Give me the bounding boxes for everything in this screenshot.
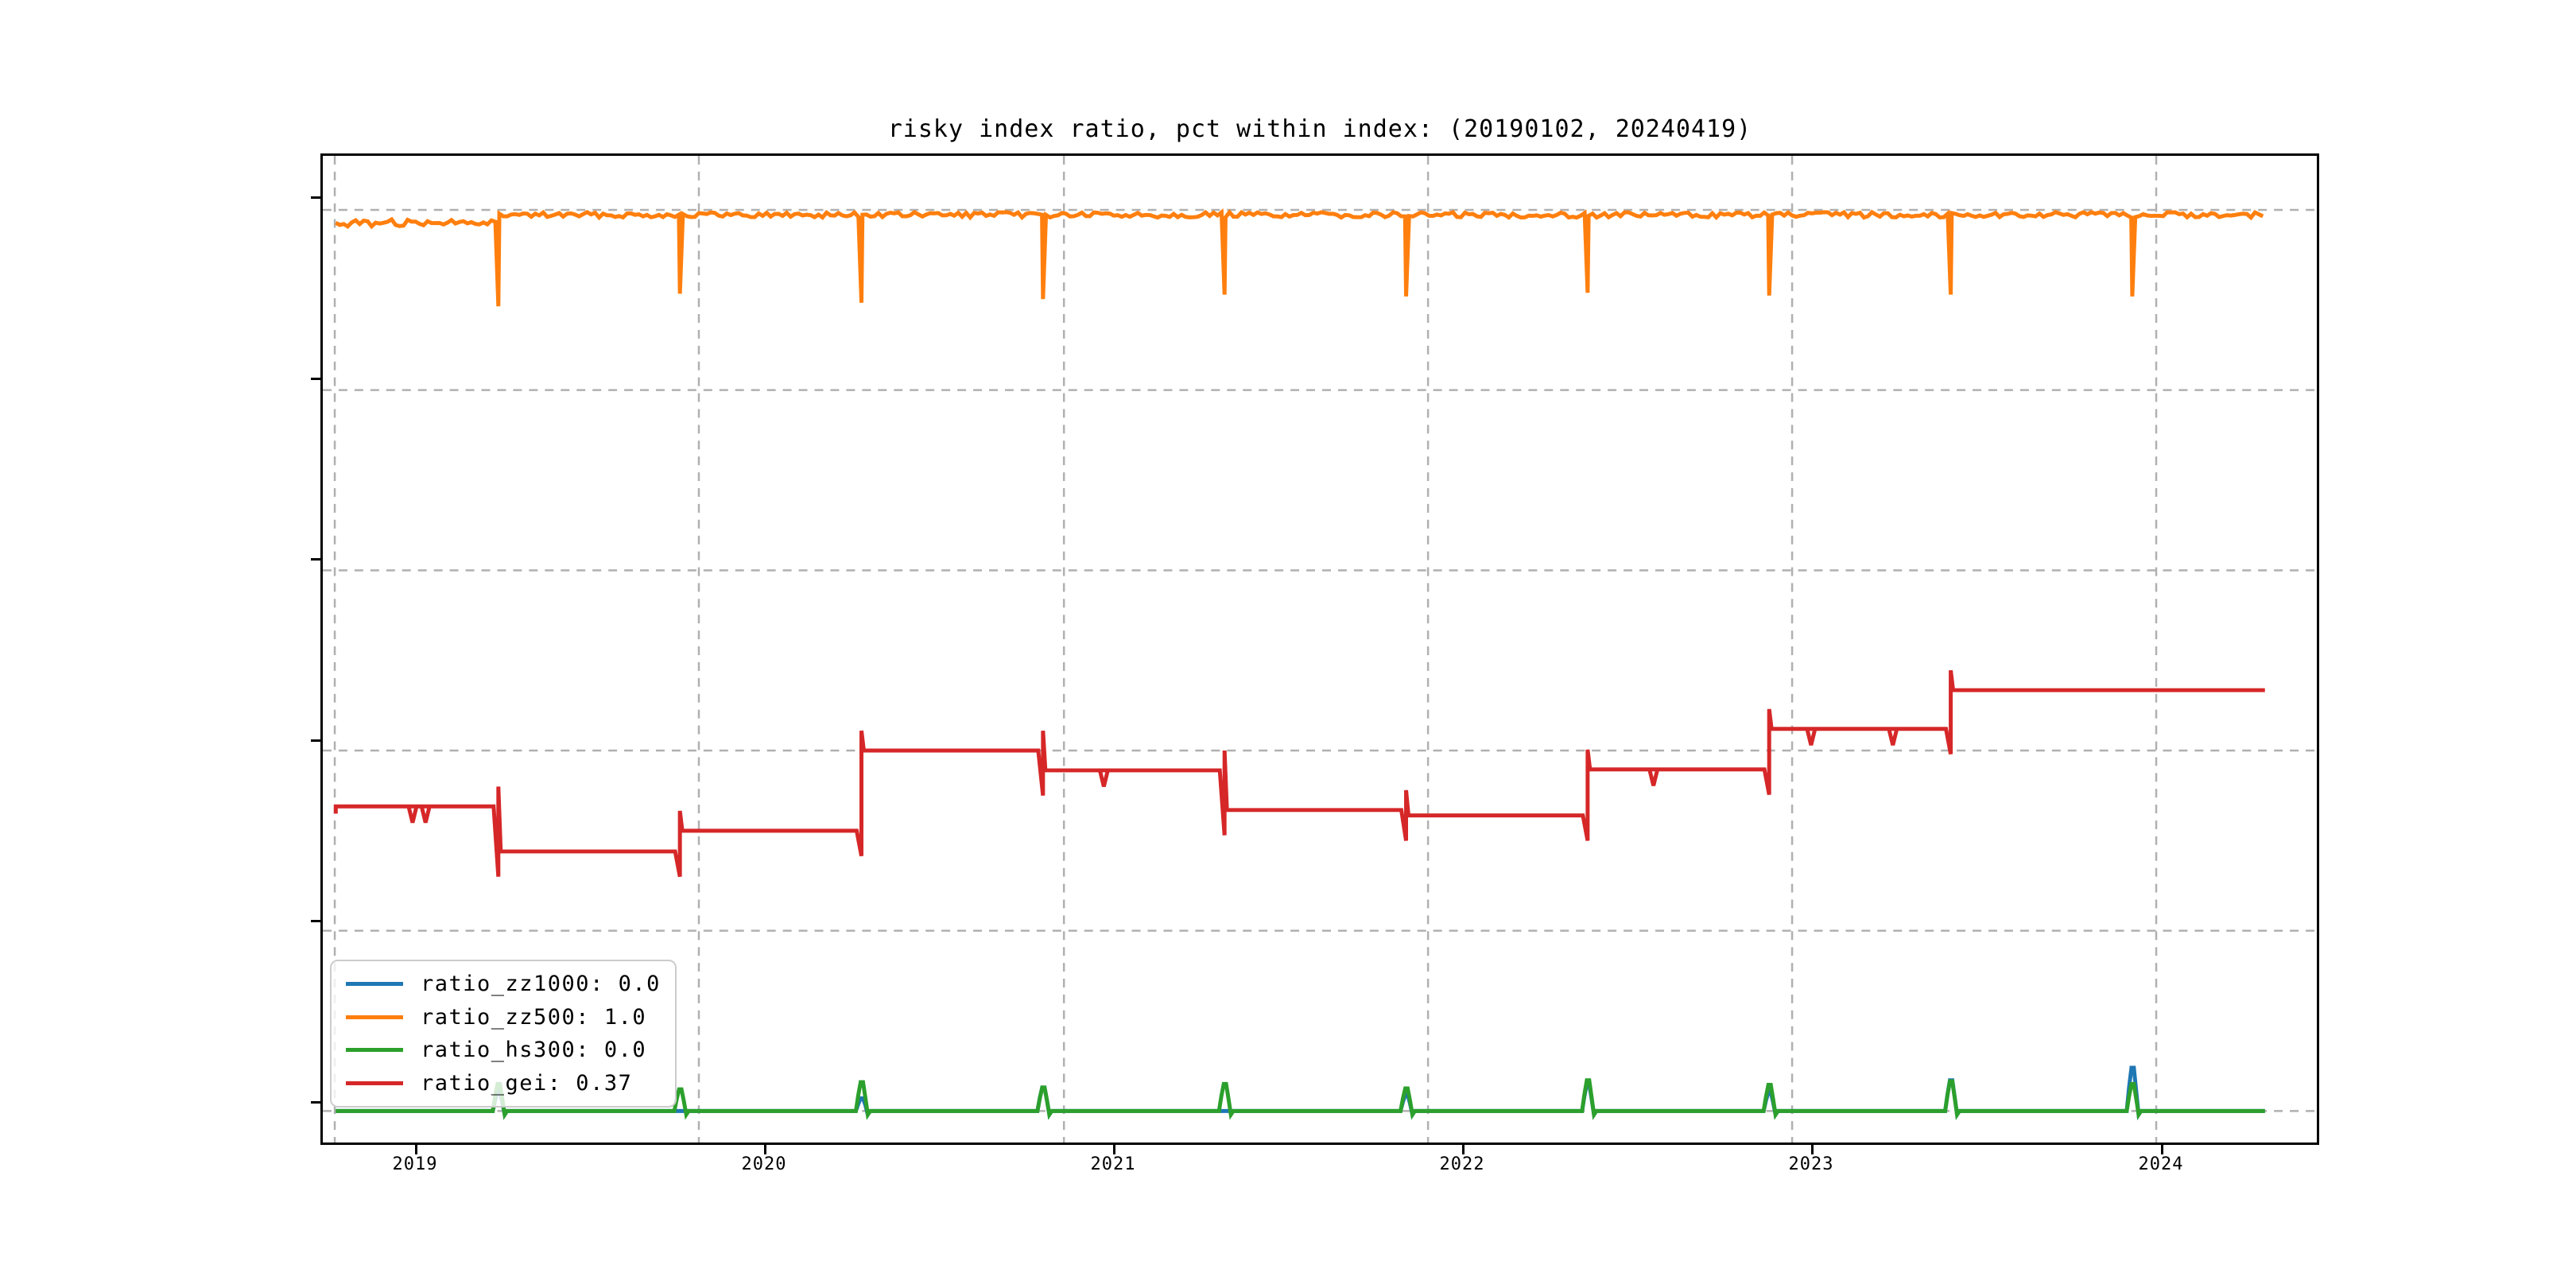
legend-label-ratio-gei: ratio_gei: 0.37 xyxy=(421,1070,633,1096)
legend-swatch-ratio-gei xyxy=(346,1080,403,1085)
x-tick-label-1: 2019 xyxy=(392,1154,438,1174)
y-tick-mark xyxy=(311,1101,320,1104)
x-tick-label-5: 2023 xyxy=(1788,1154,1834,1174)
y-tick-mark xyxy=(311,378,320,380)
x-tick-mark xyxy=(2161,1145,2163,1154)
legend-label-ratio-zz1000: ratio_zz1000: 0.0 xyxy=(421,972,661,997)
x-tick-mark xyxy=(1462,1145,1465,1154)
legend-label-ratio-zz500: ratio_zz500: 1.0 xyxy=(421,1004,647,1030)
x-tick-mark xyxy=(764,1145,766,1154)
x-tick-label-4: 2022 xyxy=(1439,1154,1485,1174)
legend-swatch-ratio-hs300 xyxy=(346,1048,403,1053)
notches-ratio_gei xyxy=(406,728,1899,824)
legend-label-ratio-hs300: ratio_hs300: 0.0 xyxy=(421,1038,647,1063)
legend-item-ratio-hs300[interactable]: ratio_hs300: 0.0 xyxy=(332,1034,675,1067)
y-tick-mark xyxy=(311,196,320,199)
legend-box: ratio_zz1000: 0.0 ratio_zz500: 1.0 ratio… xyxy=(330,960,677,1108)
chart-title: risky index ratio, pct within index: (20… xyxy=(887,115,1752,143)
x-tick-label-2: 2020 xyxy=(741,1154,787,1174)
line-ratio_gei xyxy=(333,669,2265,878)
legend-item-ratio-gei[interactable]: ratio_gei: 0.37 xyxy=(332,1067,675,1100)
x-tick-label-6: 2024 xyxy=(2138,1154,2184,1174)
x-tick-mark xyxy=(415,1145,417,1154)
legend-swatch-ratio-zz500 xyxy=(346,1014,403,1019)
x-tick-mark xyxy=(1113,1145,1115,1154)
series-lines xyxy=(333,208,2265,1121)
x-tick-label-3: 2021 xyxy=(1090,1154,1136,1174)
gridlines xyxy=(323,156,2317,1143)
x-tick-mark xyxy=(1811,1145,1814,1154)
y-tick-mark xyxy=(311,920,320,922)
y-tick-mark xyxy=(311,739,320,742)
y-tick-mark xyxy=(311,558,320,561)
line-ratio_zz500 xyxy=(335,208,2264,307)
line-ratio_hs300 xyxy=(336,1078,2265,1120)
legend-item-ratio-zz1000[interactable]: ratio_zz1000: 0.0 xyxy=(332,968,675,1001)
legend-item-ratio-zz500[interactable]: ratio_zz500: 1.0 xyxy=(332,1001,675,1034)
plot-svg xyxy=(323,156,2317,1143)
legend-swatch-ratio-zz1000 xyxy=(346,982,403,987)
